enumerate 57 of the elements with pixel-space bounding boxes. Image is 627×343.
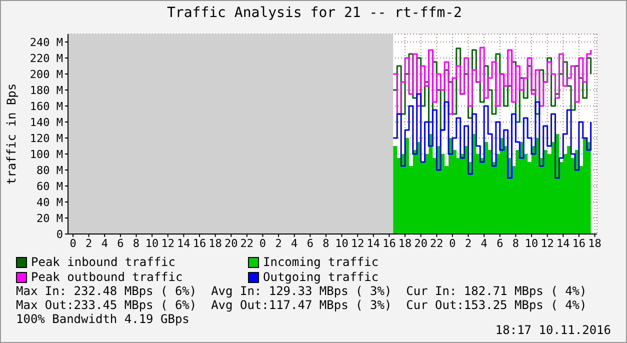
- y-tick-label: 240 M: [30, 36, 64, 49]
- chart-title: Traffic Analysis for 21 -- rt-ffm-2: [166, 5, 463, 21]
- y-tick-label: 160 M: [30, 100, 64, 113]
- x-tick-label: 0: [259, 236, 266, 250]
- x-tick-label: 12: [540, 236, 554, 250]
- x-tick-label: 8: [512, 236, 520, 250]
- x-tick-label: 18: [588, 236, 602, 250]
- x-tick-label: 20: [224, 236, 238, 250]
- x-tick-label: 4: [480, 236, 488, 250]
- y-axis-title: traffic in Bps: [4, 83, 18, 185]
- x-tick-label: 8: [132, 236, 140, 250]
- x-tick-label: 14: [556, 236, 570, 250]
- x-tick-label: 20: [414, 236, 428, 250]
- text: 100% Bandwidth 4.19 GBps: [16, 312, 190, 326]
- x-tick-label: 6: [117, 236, 124, 250]
- x-tick-label: 12: [161, 236, 174, 250]
- x-tick-label: 10: [145, 236, 159, 250]
- y-tick-label: 60 M: [36, 180, 64, 193]
- y-tick-label: 40 M: [36, 196, 64, 209]
- x-tick-label: 2: [464, 236, 472, 250]
- x-tick-label: 16: [382, 236, 396, 250]
- y-tick-label: 140 M: [30, 116, 64, 129]
- y-tick-label: 100 M: [30, 148, 64, 161]
- x-tick-label: 6: [306, 236, 314, 250]
- x-tick-label: 22: [430, 236, 444, 250]
- legend-label: Outgoing traffic: [263, 270, 379, 284]
- x-tick-label: 4: [291, 236, 298, 250]
- y-tick-label: 180 M: [30, 84, 64, 97]
- x-tick-label: 0: [449, 236, 456, 250]
- x-tick-label: 6: [496, 236, 504, 250]
- x-tick-label: 8: [322, 236, 330, 250]
- y-tick-label: 80 M: [36, 164, 64, 177]
- y-tick-label: 200 M: [30, 68, 64, 81]
- legend-label: Incoming traffic: [263, 255, 379, 269]
- x-tick-label: 12: [350, 236, 364, 250]
- text: Max In: 232.48 MBps ( 6%) Avg In: 129.33 MBps ( 3%) Cur In: 182.71 MBps ( 4%): [16, 284, 587, 298]
- legend-label: Peak inbound traffic: [31, 255, 176, 269]
- y-tick-label: 220 M: [30, 52, 64, 65]
- text: 18:17 10.11.2016: [495, 323, 611, 337]
- y-tick-label: 120 M: [30, 132, 64, 145]
- x-tick-label: 14: [177, 236, 191, 250]
- y-tick-label: 20 M: [36, 212, 64, 225]
- x-tick-label: 18: [398, 236, 412, 250]
- x-tick-label: 22: [240, 236, 254, 250]
- y-tick-label: 0: [56, 228, 63, 241]
- x-tick-label: 2: [275, 236, 282, 250]
- x-tick-label: 16: [572, 236, 586, 250]
- legend-label: Peak outbound traffic: [31, 270, 183, 284]
- x-tick-label: 0: [70, 236, 76, 250]
- x-tick-label: 14: [366, 236, 380, 250]
- x-tick-label: 16: [192, 236, 206, 250]
- x-tick-label: 10: [335, 236, 348, 250]
- x-tick-label: 10: [524, 236, 538, 250]
- x-tick-label: 18: [208, 236, 222, 250]
- x-tick-label: 4: [101, 236, 108, 250]
- x-tick-label: 2: [86, 236, 92, 250]
- text: Max Out:233.45 MBps ( 6%) Avg Out:117.47 MBps ( 3%) Cur Out:153.25 MBps ( 4%): [16, 298, 587, 312]
